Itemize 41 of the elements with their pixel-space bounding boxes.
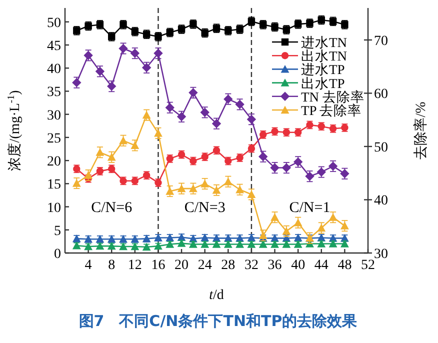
x-tick-label: 28 (221, 258, 236, 273)
y-tick-label: 50 (47, 16, 61, 31)
x-tick-label: 44 (314, 258, 328, 273)
x-tick-label: 48 (338, 258, 352, 273)
y-tick-label: 0 (54, 247, 61, 262)
y2-tick-label: 30 (374, 247, 388, 262)
y2-tick-label: 70 (374, 34, 388, 49)
x-tick-label: 32 (244, 258, 258, 273)
legend-label: 出水TN (301, 48, 348, 64)
x-tick-label: 20 (174, 258, 189, 273)
y-tick-label: 35 (47, 85, 61, 100)
x-tick-label: 40 (291, 258, 306, 273)
y2-axis-title: 去除率/% (413, 101, 429, 160)
x-axis-title: t/d (209, 288, 224, 303)
y2-tick-label: 60 (374, 87, 388, 102)
y-tick-label: 5 (54, 224, 61, 239)
y-tick-label: 30 (47, 108, 61, 124)
y2-tick-label: 40 (374, 194, 388, 209)
caption: 图7 不同C/N条件下TN和TP的去除效果 (78, 312, 358, 330)
y-tick-label: 15 (47, 178, 61, 193)
annotation: C/N=1 (289, 200, 330, 216)
x-tick-label: 36 (268, 258, 282, 273)
legend-label: 出水TP (301, 76, 345, 91)
annotation: C/N=3 (184, 200, 226, 216)
legend-label: TP 去除率 (301, 103, 362, 118)
x-tick-label: 12 (128, 258, 142, 273)
x-tick-label: 16 (151, 258, 166, 273)
x-tick-label: 24 (198, 258, 212, 273)
y-tick-label: 10 (47, 200, 61, 216)
y-tick-label: 25 (47, 131, 61, 146)
annotation: C/N=6 (91, 200, 133, 216)
x-tick-label: 8 (108, 258, 116, 273)
y-tick-label: 40 (47, 62, 61, 78)
y2-tick-label: 50 (374, 140, 388, 156)
y-tick-label: 45 (47, 38, 61, 54)
legend-label: TN 去除率 (301, 89, 364, 104)
x-tick-label: 52 (361, 258, 375, 273)
legend-label: 进水TN (301, 35, 348, 50)
y-tick-label: 20 (47, 154, 61, 170)
legend-label: 进水TP (301, 62, 345, 78)
x-tick-label: 4 (84, 258, 92, 273)
